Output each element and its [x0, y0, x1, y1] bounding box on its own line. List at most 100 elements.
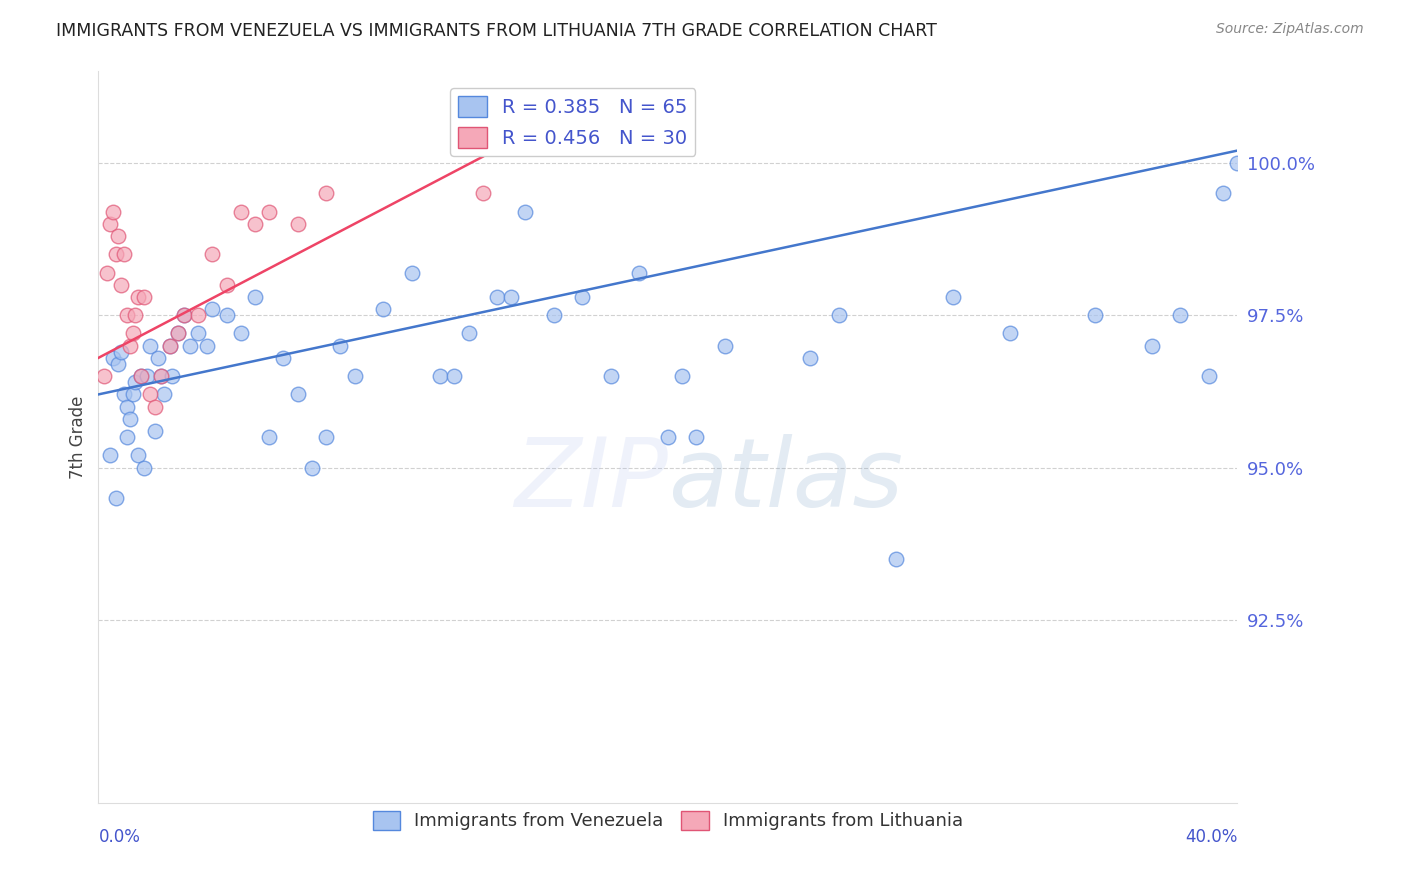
- Point: [443, 369, 465, 384]
- Point: [714, 339, 737, 353]
- Y-axis label: 7th Grade: 7th Grade: [69, 395, 87, 479]
- Point: [195, 339, 218, 353]
- Point: [259, 204, 281, 219]
- Point: [187, 308, 209, 322]
- Point: [515, 204, 537, 219]
- Point: [115, 400, 138, 414]
- Point: [243, 217, 266, 231]
- Point: [828, 308, 851, 322]
- Point: [457, 326, 479, 341]
- Point: [101, 351, 124, 365]
- Point: [215, 308, 238, 322]
- Point: [138, 387, 160, 401]
- Point: [153, 387, 176, 401]
- Point: [998, 326, 1021, 341]
- Text: atlas: atlas: [668, 434, 903, 527]
- Text: IMMIGRANTS FROM VENEZUELA VS IMMIGRANTS FROM LITHUANIA 7TH GRADE CORRELATION CHA: IMMIGRANTS FROM VENEZUELA VS IMMIGRANTS …: [56, 22, 938, 40]
- Point: [343, 369, 366, 384]
- Point: [657, 430, 679, 444]
- Point: [129, 369, 152, 384]
- Point: [486, 290, 509, 304]
- Point: [129, 369, 152, 384]
- Point: [132, 460, 155, 475]
- Point: [401, 266, 423, 280]
- Point: [104, 491, 127, 505]
- Point: [121, 326, 143, 341]
- Point: [287, 387, 309, 401]
- Point: [471, 186, 494, 201]
- Point: [884, 552, 907, 566]
- Point: [96, 266, 118, 280]
- Text: 0.0%: 0.0%: [98, 829, 141, 847]
- Point: [942, 290, 965, 304]
- Point: [98, 448, 121, 462]
- Point: [215, 277, 238, 292]
- Text: ZIP: ZIP: [515, 434, 668, 527]
- Point: [145, 400, 167, 414]
- Legend: R = 0.385   N = 65, R = 0.456   N = 30: R = 0.385 N = 65, R = 0.456 N = 30: [450, 88, 696, 156]
- Point: [315, 430, 337, 444]
- Point: [107, 357, 129, 371]
- Point: [571, 290, 593, 304]
- Point: [1140, 339, 1163, 353]
- Point: [167, 326, 190, 341]
- Point: [148, 351, 170, 365]
- Point: [121, 387, 143, 401]
- Point: [112, 387, 135, 401]
- Point: [138, 339, 160, 353]
- Point: [93, 369, 115, 384]
- Point: [159, 339, 181, 353]
- Point: [1084, 308, 1107, 322]
- Point: [162, 369, 184, 384]
- Point: [671, 369, 693, 384]
- Point: [101, 204, 124, 219]
- Text: Source: ZipAtlas.com: Source: ZipAtlas.com: [1216, 22, 1364, 37]
- Point: [118, 339, 141, 353]
- Point: [179, 339, 201, 353]
- Point: [273, 351, 295, 365]
- Point: [104, 247, 127, 261]
- Point: [628, 266, 651, 280]
- Point: [229, 204, 252, 219]
- Point: [98, 217, 121, 231]
- Text: 40.0%: 40.0%: [1185, 829, 1237, 847]
- Point: [799, 351, 821, 365]
- Point: [429, 369, 451, 384]
- Point: [167, 326, 190, 341]
- Point: [107, 229, 129, 244]
- Point: [135, 369, 157, 384]
- Point: [115, 430, 138, 444]
- Point: [118, 412, 141, 426]
- Point: [124, 308, 146, 322]
- Point: [201, 302, 224, 317]
- Point: [543, 308, 565, 322]
- Point: [110, 277, 132, 292]
- Point: [173, 308, 195, 322]
- Point: [287, 217, 309, 231]
- Point: [1198, 369, 1220, 384]
- Point: [115, 308, 138, 322]
- Point: [127, 290, 149, 304]
- Point: [159, 339, 181, 353]
- Point: [501, 290, 523, 304]
- Point: [315, 186, 337, 201]
- Point: [329, 339, 352, 353]
- Point: [1226, 156, 1249, 170]
- Point: [132, 290, 155, 304]
- Point: [243, 290, 266, 304]
- Point: [685, 430, 707, 444]
- Point: [1170, 308, 1192, 322]
- Point: [600, 369, 623, 384]
- Point: [150, 369, 173, 384]
- Point: [124, 376, 146, 390]
- Point: [110, 344, 132, 359]
- Point: [150, 369, 173, 384]
- Point: [145, 424, 167, 438]
- Point: [112, 247, 135, 261]
- Point: [259, 430, 281, 444]
- Point: [301, 460, 323, 475]
- Point: [173, 308, 195, 322]
- Point: [201, 247, 224, 261]
- Point: [229, 326, 252, 341]
- Point: [127, 448, 149, 462]
